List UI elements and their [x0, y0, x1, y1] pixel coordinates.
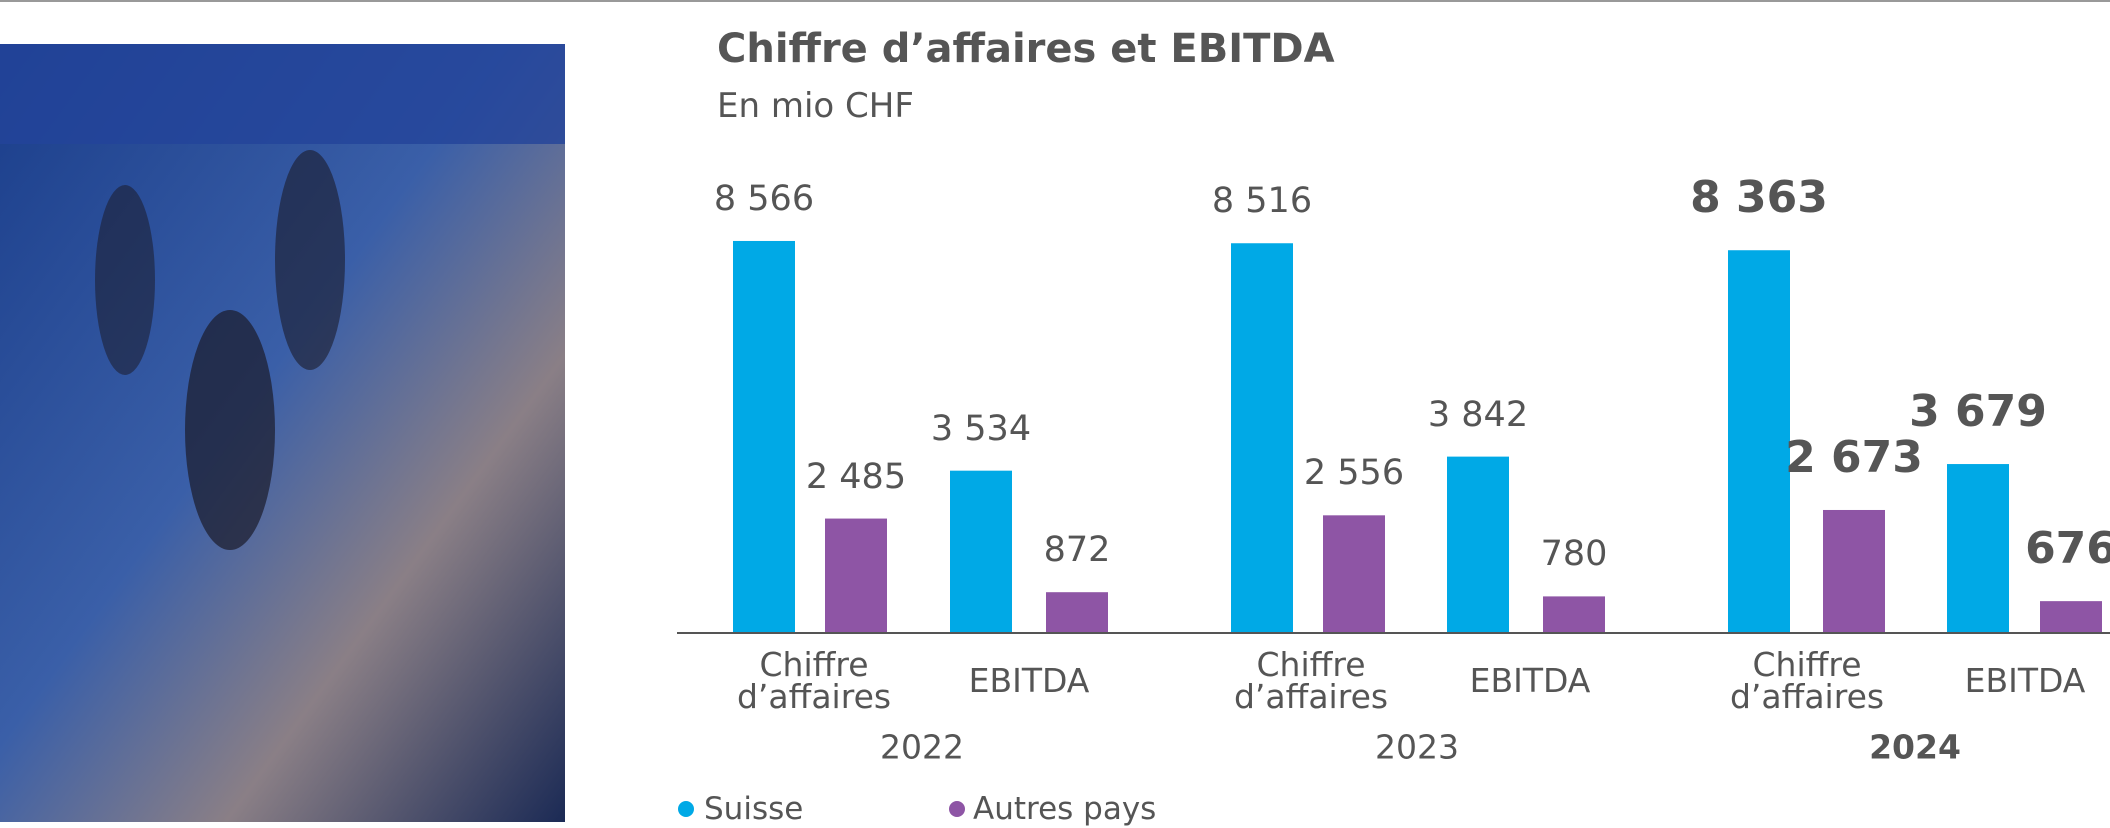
chart-subtitle: En mio CHF	[717, 86, 914, 126]
value-label: 3 842	[1427, 394, 1529, 435]
legend-label: Suisse	[704, 791, 804, 827]
x-tick-label: Chiffre d’affaires	[736, 645, 892, 716]
value-label: 8 363	[1690, 172, 1828, 224]
x-tick-label: Chiffre d’affaires	[1729, 645, 1885, 716]
bar	[1947, 464, 2009, 632]
bar	[1543, 596, 1605, 632]
x-tick-label: EBITDA	[968, 661, 1090, 700]
bar	[733, 240, 795, 632]
value-label: 8 516	[1211, 181, 1313, 222]
x-tick-label: EBITDA	[1469, 661, 1591, 700]
group-label: 2022	[880, 727, 964, 767]
photo-person	[275, 150, 345, 370]
photo	[0, 44, 565, 822]
bar	[1728, 250, 1790, 632]
value-label: 2 556	[1303, 453, 1405, 494]
bar	[1447, 456, 1509, 632]
value-label: 3 534	[930, 408, 1032, 449]
group-label: 2024	[1869, 727, 1961, 767]
value-label: 872	[1043, 530, 1111, 571]
bar	[1231, 243, 1293, 632]
legend-label: Autres pays	[973, 791, 1157, 827]
value-label: 2 673	[1785, 431, 1923, 483]
bar	[825, 518, 887, 632]
legend-marker	[949, 801, 965, 817]
photo-person	[185, 310, 275, 550]
value-label: 3 679	[1909, 386, 2047, 438]
bar	[950, 470, 1012, 632]
value-label: 8 566	[713, 178, 815, 219]
legend-marker	[678, 801, 694, 817]
value-label: 2 485	[805, 456, 907, 497]
value-label: 780	[1540, 534, 1608, 575]
bar	[1046, 592, 1108, 632]
x-tick-label: Chiffre d’affaires	[1233, 645, 1389, 716]
value-label: 676	[2025, 523, 2110, 575]
photo-person	[95, 185, 155, 375]
photo-area	[0, 44, 565, 144]
x-tick-label: EBITDA	[1964, 661, 2086, 700]
chart-title: Chiffre d’affaires et EBITDA	[717, 26, 1335, 72]
bar	[2040, 601, 2102, 632]
bar	[1823, 509, 1885, 632]
bar	[1323, 515, 1385, 632]
group-label: 2023	[1375, 727, 1459, 767]
